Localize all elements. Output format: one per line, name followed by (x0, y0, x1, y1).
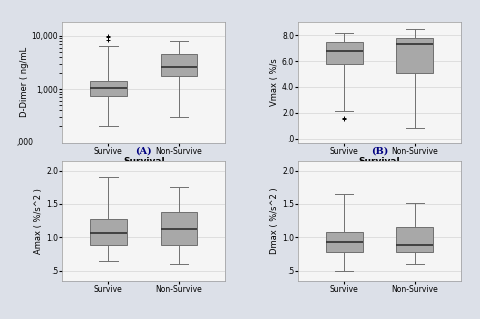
PathPatch shape (90, 219, 127, 245)
Text: (A): (A) (135, 147, 152, 156)
PathPatch shape (161, 55, 197, 76)
Y-axis label: Vmax ( %/s: Vmax ( %/s (270, 59, 279, 106)
Y-axis label: D-Dimer ( ng/mL: D-Dimer ( ng/mL (20, 47, 29, 117)
PathPatch shape (161, 212, 197, 245)
PathPatch shape (326, 232, 362, 252)
PathPatch shape (396, 38, 433, 73)
PathPatch shape (396, 227, 433, 252)
Y-axis label: Dmax ( %/s^2 ): Dmax ( %/s^2 ) (270, 187, 279, 254)
Y-axis label: Amax ( %/s^2 ): Amax ( %/s^2 ) (35, 188, 44, 254)
X-axis label: Survival: Survival (359, 157, 400, 166)
Text: (B): (B) (371, 147, 388, 156)
PathPatch shape (90, 81, 127, 96)
X-axis label: Survival: Survival (123, 157, 165, 166)
PathPatch shape (326, 42, 362, 64)
Text: ,000: ,000 (16, 138, 33, 147)
